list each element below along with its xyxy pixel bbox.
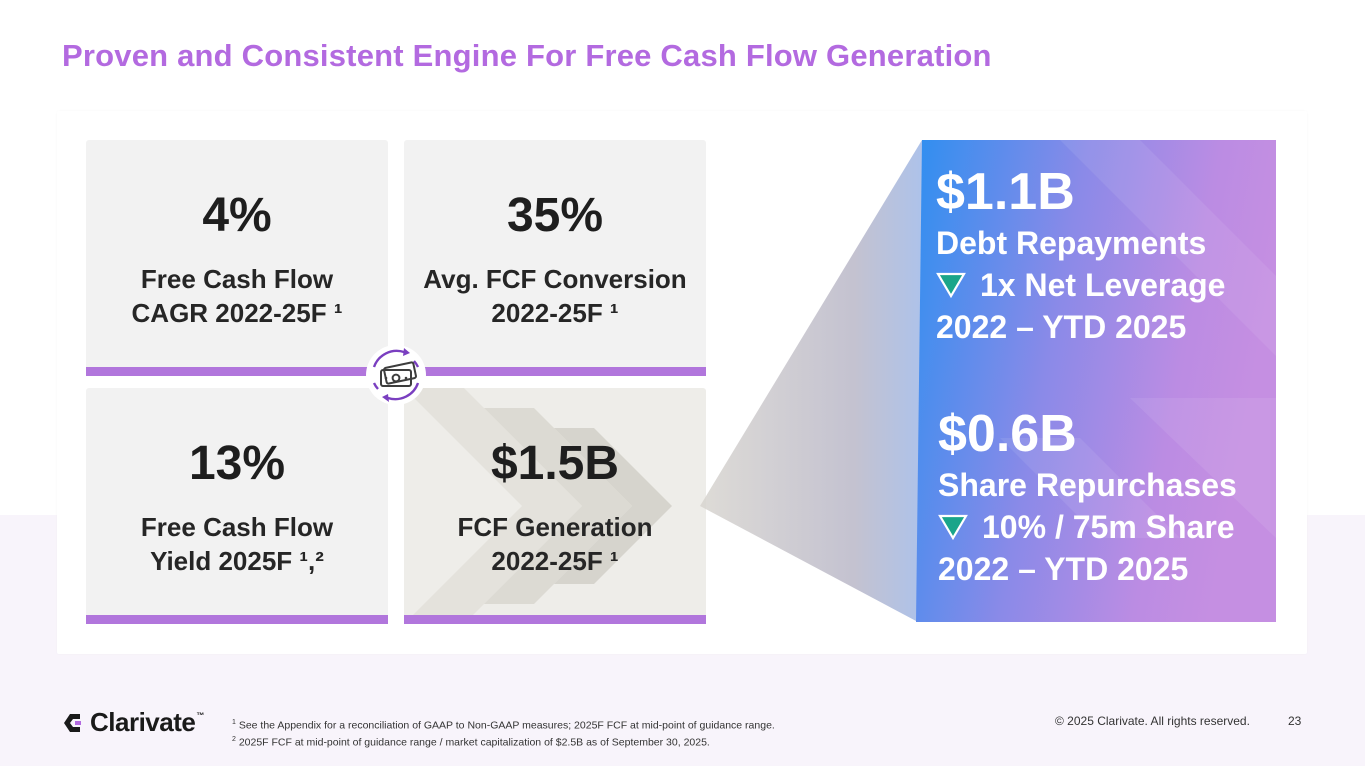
metric-value: 35% [506, 189, 604, 242]
clarivate-logo: Clarivate ™ [62, 707, 204, 738]
metric-label: Free Cash Flow CAGR 2022-25F ¹ [86, 262, 388, 330]
metric-label-line2: 2022-25F ¹ [491, 546, 619, 576]
down-triangle-icon [938, 514, 968, 540]
use-label: Debt Repayments [936, 225, 1207, 261]
brand-name: Clarivate [90, 707, 196, 737]
footnote-1: 1 See the Appendix for a reconciliation … [232, 719, 775, 732]
use-amount: $1.1B [936, 163, 1075, 221]
metric-label: Avg. FCF Conversion 2022-25F ¹ [404, 262, 706, 330]
metric-card-fcf-cagr: 4% Free Cash Flow CAGR 2022-25F ¹ [86, 140, 388, 376]
use-label: Share Repurchases [938, 467, 1237, 503]
metric-value: 13% [188, 437, 286, 490]
chevron-pattern [404, 388, 672, 615]
metric-label-line1: FCF Generation [457, 512, 653, 542]
use-block-repurchases: $0.6B Share Repurchases 10% / 75m Share … [938, 404, 1237, 590]
metric-label-line2: 2022-25F ¹ [491, 298, 619, 328]
metric-label: Free Cash Flow Yield 2025F ¹,² [86, 510, 388, 578]
metric-label-line1: Free Cash Flow [140, 512, 334, 542]
clarivate-logo-icon [64, 713, 81, 732]
use-detail-line: 1x Net Leverage [936, 264, 1225, 306]
footnotes: 1 See the Appendix for a reconciliation … [232, 716, 775, 749]
metric-label: FCF Generation 2022-25F ¹ [404, 510, 706, 578]
copyright: © 2025 Clarivate. All rights reserved. [1055, 714, 1250, 728]
use-detail-line: 10% / 75m Share [938, 506, 1237, 548]
page-number: 23 [1288, 714, 1302, 728]
metric-card-fcf-conversion: 35% Avg. FCF Conversion 2022-25F ¹ [404, 140, 706, 376]
metric-card-fcf-generation: $1.5B FCF Generation 2022-25F ¹ [404, 388, 706, 624]
down-triangle-icon [936, 272, 966, 298]
trademark: ™ [196, 711, 205, 720]
use-amount: $0.6B [938, 405, 1077, 463]
footnote-2: 2 2025F FCF at mid-point of guidance ran… [232, 735, 710, 749]
use-block-debt: $1.1B Debt Repayments 1x Net Leverage 20… [936, 162, 1225, 348]
metric-label-line2: CAGR 2022-25F ¹ [131, 298, 343, 328]
uses-of-cash-graphic [700, 140, 1276, 622]
metric-value: 4% [202, 189, 272, 242]
use-period: 2022 – YTD 2025 [938, 551, 1189, 587]
use-period: 2022 – YTD 2025 [936, 309, 1187, 345]
use-detail: 10% / 75m Share [982, 509, 1235, 545]
metric-card-fcf-yield: 13% Free Cash Flow Yield 2025F ¹,² [86, 388, 388, 624]
money-cycle-icon [366, 345, 426, 405]
use-detail: 1x Net Leverage [980, 267, 1226, 303]
metric-value: $1.5B [490, 437, 620, 490]
page-title: Proven and Consistent Engine For Free Ca… [62, 38, 992, 73]
metric-label-line1: Avg. FCF Conversion [423, 264, 687, 294]
metric-label-line2: Yield 2025F ¹,² [150, 546, 324, 576]
metric-label-line1: Free Cash Flow [140, 264, 334, 294]
